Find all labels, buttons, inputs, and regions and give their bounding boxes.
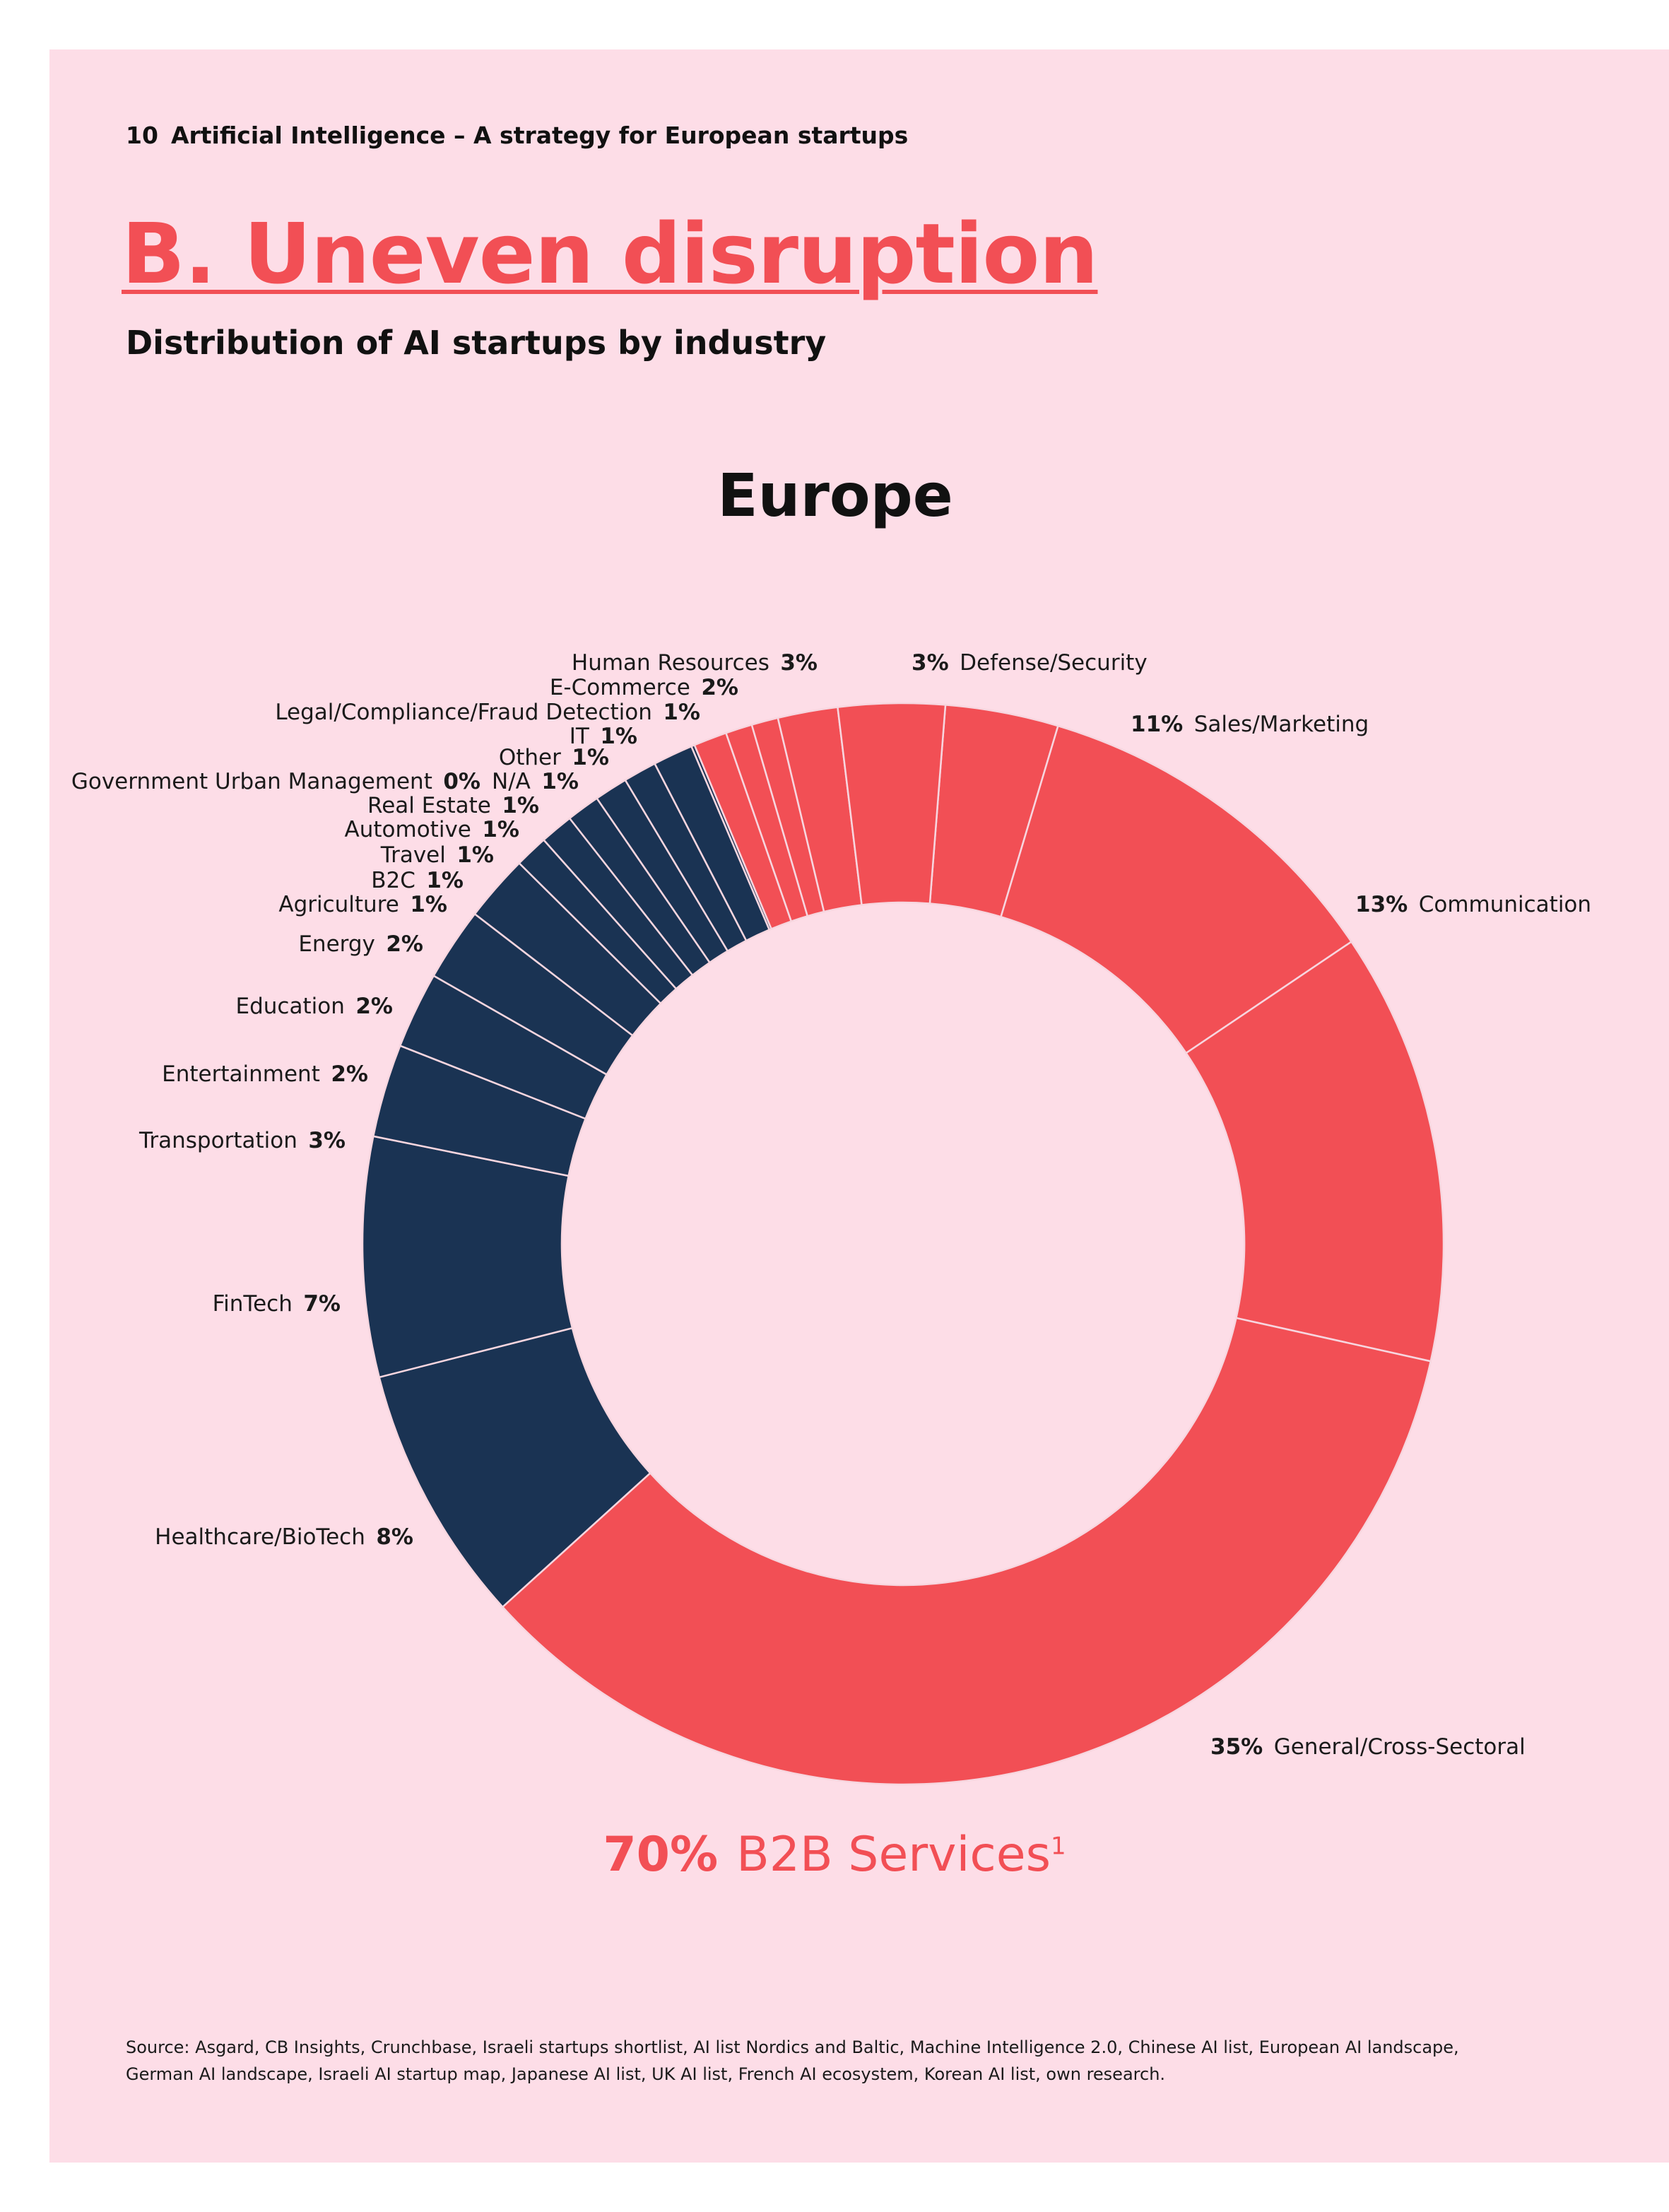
slice-pct-text: 1% <box>541 769 579 794</box>
header-text: Artificial Intelligence – A strategy for… <box>170 122 909 149</box>
b2b-share-value: 70% <box>603 1827 719 1883</box>
label-entertainment: Entertainment 2% <box>162 1061 368 1087</box>
slice-label-text: N/A <box>492 769 541 794</box>
label-b2c: B2C 1% <box>371 868 464 893</box>
label-legal-compliance-fraud-detection: Legal/Compliance/Fraud Detection 1% <box>275 700 700 725</box>
slice-pct-text: 13% <box>1355 892 1419 917</box>
slice-label-text: Education <box>236 994 356 1019</box>
label-it: IT 1% <box>570 724 637 749</box>
footnote-marker: 1 <box>1051 1832 1066 1861</box>
slice-pct-text: 2% <box>355 994 393 1019</box>
slice-general-cross-sectoral <box>501 1317 1432 1786</box>
label-agriculture: Agriculture 1% <box>278 892 447 917</box>
chart-title: Europe <box>717 461 953 530</box>
label-n-a: N/A 1% <box>492 769 579 794</box>
slice-pct-text: 1% <box>456 842 494 868</box>
slice-label-text: Sales/Marketing <box>1194 712 1369 737</box>
slice-label-text: B2C <box>371 868 426 893</box>
slice-pct-text: 3% <box>780 650 818 676</box>
slice-label-text: Entertainment <box>162 1061 331 1087</box>
slice-label-text: Travel <box>380 842 457 868</box>
chart-subtitle: Distribution of AI startups by industry <box>126 324 827 362</box>
slice-pct-text: 35% <box>1210 1734 1274 1760</box>
slice-label-text: FinTech <box>213 1291 304 1317</box>
label-healthcare-biotech: Healthcare/BioTech 8% <box>155 1524 413 1550</box>
label-education: Education 2% <box>236 994 393 1019</box>
slice-label-text: General/Cross-Sectoral <box>1274 1734 1526 1760</box>
donut-chart: Europe 3% Defense/Security 11% Sales/Mark… <box>71 461 1591 1786</box>
b2b-share-label: B2B Services <box>736 1827 1051 1883</box>
section-title: B. Uneven disruption <box>122 205 1098 302</box>
slice-pct-text: 1% <box>482 817 519 842</box>
slice-label-text: Human Resources <box>572 650 780 676</box>
slice-pct-text: 8% <box>376 1524 413 1550</box>
slice-label-text: E-Commerce <box>550 675 702 700</box>
slice-label-text: Legal/Compliance/Fraud Detection <box>275 700 663 725</box>
slice-label-text: Healthcare/BioTech <box>155 1524 376 1550</box>
slice-label-text: Real Estate <box>367 793 502 818</box>
slice-pct-text: 1% <box>410 892 447 917</box>
slice-pct-text: 2% <box>386 931 423 957</box>
slice-pct-text: 3% <box>912 650 960 676</box>
slice-pct-text: 11% <box>1131 712 1194 737</box>
label-travel: Travel 1% <box>380 842 494 868</box>
label-fintech: FinTech 7% <box>213 1291 341 1317</box>
page-number: 10 <box>126 122 158 149</box>
donut-slices <box>361 702 1445 1786</box>
page-header: 10 Artificial Intelligence – A strategy f… <box>126 122 908 149</box>
slice-pct-text: 2% <box>331 1061 368 1087</box>
slice-labels: 3% Defense/Security 11% Sales/Marketing 13… <box>71 650 1591 1760</box>
slice-pct-text: 7% <box>303 1291 341 1317</box>
slice-pct-text: 1% <box>663 700 700 725</box>
slice-label-text: IT <box>570 724 601 749</box>
b2b-summary: 70% B2B Services1 <box>0 1827 1669 1883</box>
label-other: Other 1% <box>499 745 609 770</box>
slice-pct-text: 1% <box>426 868 464 893</box>
slice-communication <box>1184 940 1445 1363</box>
slice-label-text: Energy <box>298 931 386 957</box>
label-real-estate: Real Estate 1% <box>367 793 539 818</box>
label-human-resources: Human Resources 3% <box>572 650 818 676</box>
slice-pct-text: 0% <box>443 769 480 794</box>
source-note: Source: Asgard, CB Insights, Crunchbase,… <box>126 2037 1459 2084</box>
slice-label-text: Communication <box>1419 892 1591 917</box>
label-automotive: Automotive 1% <box>345 817 519 842</box>
label-communication: 13% Communication <box>1355 892 1591 917</box>
slice-label-text: Agriculture <box>278 892 410 917</box>
slice-label-text: Transportation <box>138 1128 308 1153</box>
slice-pct-text: 1% <box>572 745 609 770</box>
slice-pct-text: 1% <box>502 793 539 818</box>
label-transportation: Transportation 3% <box>138 1128 346 1153</box>
label-general-cross-sectoral: 35% General/Cross-Sectoral <box>1210 1734 1526 1760</box>
label-energy: Energy 2% <box>298 931 423 957</box>
slice-label-text: Defense/Security <box>960 650 1148 676</box>
label-defense-security: 3% Defense/Security <box>912 650 1148 676</box>
label-government-urban-management: Government Urban Management 0% <box>71 769 480 794</box>
slice-pct-text: 3% <box>308 1128 346 1153</box>
label-e-commerce: E-Commerce 2% <box>550 675 738 700</box>
slice-human-resources <box>837 702 947 906</box>
label-sales-marketing: 11% Sales/Marketing <box>1131 712 1369 737</box>
slice-label-text: Government Urban Management <box>71 769 444 794</box>
slice-label-text: Automotive <box>345 817 483 842</box>
slice-pct-text: 2% <box>701 675 738 700</box>
slice-label-text: Other <box>499 745 572 770</box>
slice-pct-text: 1% <box>600 724 637 749</box>
